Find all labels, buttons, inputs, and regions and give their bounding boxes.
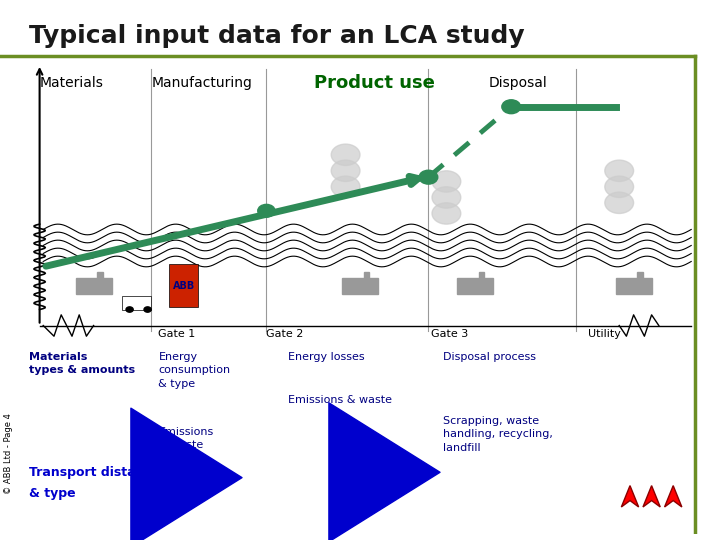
Text: Materials
types & amounts: Materials types & amounts: [29, 352, 135, 375]
Polygon shape: [665, 485, 682, 507]
Polygon shape: [621, 485, 639, 507]
Circle shape: [331, 144, 360, 165]
Circle shape: [432, 187, 461, 208]
Text: Energy losses: Energy losses: [288, 352, 364, 362]
Circle shape: [432, 171, 461, 192]
Circle shape: [432, 203, 461, 224]
Bar: [616, 278, 652, 294]
Text: Product use: Product use: [314, 74, 435, 92]
Text: Gate 2: Gate 2: [266, 328, 303, 339]
Text: Manufacturing: Manufacturing: [151, 76, 252, 90]
Circle shape: [605, 176, 634, 198]
Circle shape: [331, 160, 360, 181]
Text: Energy
consumption
& type: Energy consumption & type: [158, 352, 230, 389]
Circle shape: [126, 307, 133, 312]
Text: Gate 1: Gate 1: [158, 328, 195, 339]
Circle shape: [144, 307, 151, 312]
Text: Disposal process: Disposal process: [443, 352, 536, 362]
Bar: [169, 264, 198, 307]
Circle shape: [331, 176, 360, 198]
Text: Transport distances: Transport distances: [29, 466, 168, 479]
Text: Scrapping, waste
handling, recycling,
landfill: Scrapping, waste handling, recycling, la…: [443, 416, 553, 453]
Bar: [637, 272, 643, 281]
Text: Utility: Utility: [588, 328, 621, 339]
Text: ABB: ABB: [173, 280, 194, 291]
Bar: [122, 296, 151, 309]
Bar: [76, 278, 112, 294]
Text: Typical input data for an LCA study: Typical input data for an LCA study: [29, 24, 524, 48]
Circle shape: [605, 160, 634, 181]
Circle shape: [502, 100, 521, 113]
Text: Emissions & waste: Emissions & waste: [288, 395, 392, 405]
Bar: [364, 272, 369, 281]
Circle shape: [419, 170, 438, 184]
Text: & type: & type: [29, 487, 76, 500]
Circle shape: [258, 205, 275, 217]
Bar: [342, 278, 378, 294]
Bar: [97, 272, 103, 281]
Circle shape: [605, 192, 634, 213]
Bar: [457, 278, 493, 294]
Polygon shape: [643, 485, 660, 507]
Text: Emissions
& waste: Emissions & waste: [158, 427, 214, 450]
Text: Materials: Materials: [40, 76, 104, 90]
Bar: [479, 272, 484, 281]
Text: Disposal: Disposal: [489, 76, 548, 90]
Text: © ABB Ltd - Page 4: © ABB Ltd - Page 4: [4, 413, 13, 494]
Text: Gate 3: Gate 3: [431, 328, 469, 339]
